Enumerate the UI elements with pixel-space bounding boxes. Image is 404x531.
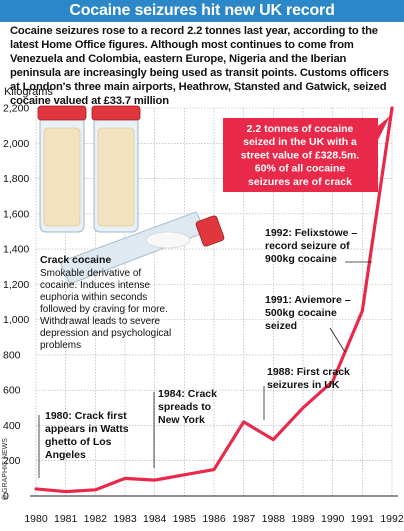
- annotation-line: 500kg cocaine: [265, 307, 337, 319]
- spilled-vial-cap: [195, 215, 225, 247]
- y-tick-label: 400: [3, 420, 21, 432]
- x-tick-label: 1990: [321, 513, 345, 525]
- jar-left-contents: [43, 127, 81, 227]
- y-tick-label: 0: [3, 491, 9, 503]
- x-tick-label: 1987: [232, 513, 256, 525]
- crack-box-heading: Crack cocaine: [40, 254, 111, 266]
- callout-box: [223, 118, 378, 192]
- annotation-line: 1992: Felixstowe –: [265, 227, 357, 239]
- jar-right-lid: [91, 105, 141, 121]
- annotation-line: Angeles: [45, 449, 86, 461]
- y-tick-label: 1,200: [3, 279, 29, 291]
- x-tick-label: 1982: [84, 513, 108, 525]
- x-tick-label: 1992: [380, 513, 404, 525]
- cocaine-vials-illustration: [37, 105, 225, 285]
- x-tick-label: 1983: [113, 513, 137, 525]
- y-tick-label: 600: [3, 385, 21, 397]
- annotation-line: New York: [158, 414, 205, 426]
- chart-title: Cocaine seizures hit new UK record: [69, 2, 335, 19]
- annotation-line: ghetto of Los: [45, 436, 112, 448]
- annotation-line: appears in Watts: [45, 423, 129, 435]
- x-tick-label: 1981: [54, 513, 78, 525]
- y-tick-label: 2,000: [3, 138, 29, 150]
- y-tick-label: 800: [3, 349, 21, 361]
- annotation-line: seizures in UK: [267, 379, 340, 391]
- callout-line: street value of £328.5m.: [241, 149, 360, 161]
- annotation-leader: [329, 327, 346, 353]
- annotation-line: seized: [265, 320, 297, 332]
- y-tick-label: 1,400: [3, 244, 29, 256]
- x-tick-label: 1985: [173, 513, 197, 525]
- credit-label: © GRAPHIC NEWS: [2, 438, 9, 500]
- y-axis-label: Kilograms: [4, 86, 53, 98]
- x-tick-label: 1989: [291, 513, 315, 525]
- crack-box-line: followed by craving for more.: [40, 304, 168, 315]
- callout-line: seized in the UK with a: [243, 136, 357, 148]
- y-tick-label: 1,800: [3, 173, 29, 185]
- crack-box-line: cocaine. Induces intense: [40, 280, 151, 291]
- x-tick-label: 1988: [262, 513, 286, 525]
- x-tick-label: 1991: [351, 513, 375, 525]
- y-tick-label: 200: [3, 455, 21, 467]
- crack-box-line: Withdrawal leads to severe: [40, 316, 160, 327]
- annotation-line: 900kg cocaine: [265, 253, 337, 265]
- callout-line: 60% of all cocaine: [255, 163, 346, 175]
- callout-pointer: [378, 116, 390, 140]
- annotation-line: 1984: Crack: [158, 388, 217, 400]
- powder-pile: [145, 231, 191, 249]
- annotation-line: 1980: Crack first: [45, 410, 127, 422]
- annotation-line: 1988: First crack: [267, 366, 350, 378]
- x-tick-label: 1986: [202, 513, 226, 525]
- intro-paragraph: Cocaine seizures rose to a record 2.2 to…: [10, 25, 389, 107]
- y-tick-label: 1,600: [3, 208, 29, 220]
- y-tick-label: 1,000: [3, 314, 29, 326]
- crack-box-line: problems: [40, 340, 81, 351]
- x-tick-label: 1984: [143, 513, 167, 525]
- jar-left-lid: [37, 105, 87, 121]
- jar-right-contents: [97, 127, 135, 227]
- callout-line: seizures are of crack: [248, 176, 352, 188]
- title-bar: Cocaine seizures hit new UK record: [0, 0, 404, 22]
- annotation-line: record seizure of: [265, 240, 350, 252]
- callout-line: 2.2 tonnes of cocaine: [247, 123, 354, 135]
- annotation-line: 1991: Aviemore –: [265, 294, 351, 306]
- y-tick-label: 2,200: [3, 103, 29, 115]
- annotation-line: spreads to: [158, 401, 211, 413]
- crack-box-line: depression and psychological: [40, 328, 171, 339]
- crack-box-line: Smokable derivative of: [40, 268, 141, 279]
- x-tick-label: 1980: [24, 513, 48, 525]
- crack-box-line: euphoria within seconds: [40, 292, 147, 303]
